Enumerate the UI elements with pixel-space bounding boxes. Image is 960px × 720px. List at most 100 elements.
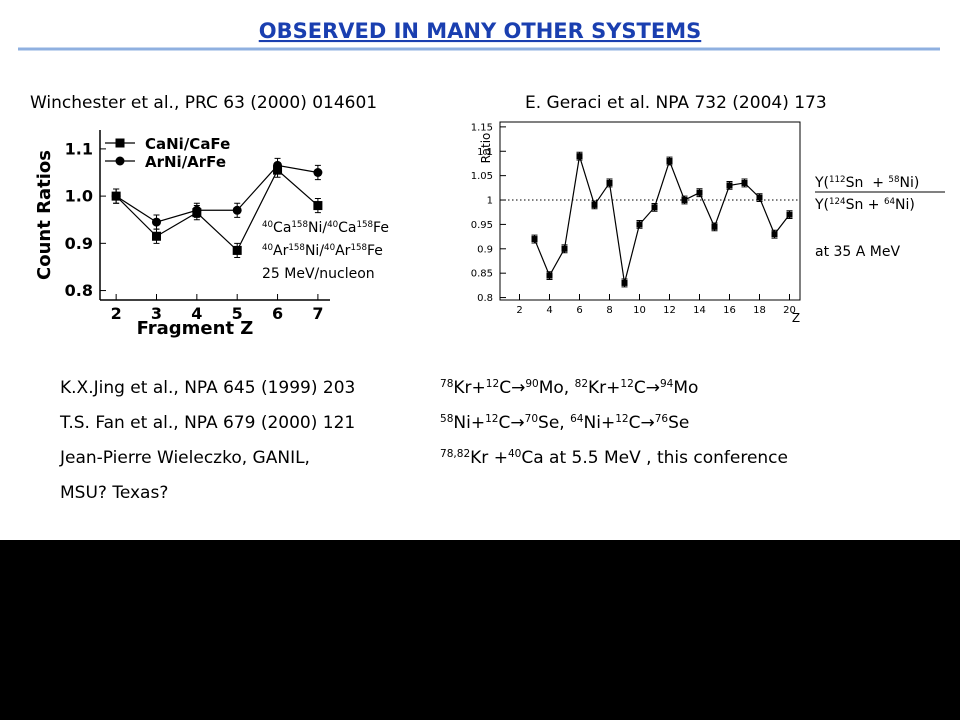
- x-tick-label: 4: [191, 304, 202, 323]
- reference: E. Geraci et al. NPA 732 (2004) 173: [525, 93, 827, 113]
- marker: [591, 201, 598, 208]
- x-tick-label: 6: [272, 304, 283, 323]
- x-tick-label: 12: [663, 305, 676, 316]
- marker: [531, 236, 538, 243]
- text-run: Se: [668, 413, 689, 433]
- marker: [232, 205, 242, 215]
- text-run: Kr +: [470, 448, 508, 468]
- x-tick-label: 10: [633, 305, 646, 316]
- work-reaction: 78Kr+12C→90Mo, 82Kr+12C→94Mo: [440, 378, 698, 398]
- marker: [273, 160, 283, 170]
- marker: [786, 211, 793, 218]
- y-tick-label: 1.1: [65, 139, 93, 158]
- annotation: 25 MeV/nucleon: [262, 266, 375, 282]
- legend-label: CaNi/CaFe: [145, 135, 230, 153]
- text-run: Kr+: [588, 378, 620, 398]
- text-run: 25 MeV/nucleon: [262, 266, 375, 282]
- text-run: Mo,: [539, 378, 575, 398]
- superscript: 58: [440, 413, 453, 425]
- marker: [151, 231, 161, 241]
- marker: [771, 231, 778, 238]
- marker: [151, 217, 161, 227]
- text-run: Sn +: [846, 197, 884, 213]
- superscript: 12: [615, 413, 628, 425]
- work-reaction: 78,82Kr +40Ca at 5.5 MeV , this conferen…: [440, 448, 788, 468]
- marker: [651, 204, 658, 211]
- marker: [621, 279, 628, 286]
- text-run: Ca: [338, 220, 356, 236]
- superscript: 40: [324, 243, 335, 253]
- x-axis-label: Z: [792, 311, 800, 325]
- x-tick-label: 5: [232, 304, 243, 323]
- superscript: 158: [356, 220, 373, 230]
- superscript: 40: [327, 220, 338, 230]
- superscript: 40: [262, 220, 273, 230]
- x-tick-label: 2: [111, 304, 122, 323]
- text-run: Ar: [335, 243, 351, 259]
- marker: [696, 189, 703, 196]
- superscript: 76: [655, 413, 669, 425]
- superscript: 94: [660, 378, 674, 390]
- series-line: [115, 169, 319, 252]
- text-run: Fe: [367, 243, 383, 259]
- marker: [111, 191, 121, 201]
- x-tick-label: 7: [312, 304, 323, 323]
- reference: Winchester et al., PRC 63 (2000) 014601: [30, 93, 377, 113]
- marker: [232, 245, 242, 255]
- y-tick-label: 1.05: [471, 171, 493, 182]
- superscript: 158: [350, 243, 367, 253]
- x-tick-label: 2: [516, 305, 522, 316]
- marker: [711, 223, 718, 230]
- slide-content: OBSERVED IN MANY OTHER SYSTEMS Wincheste…: [18, 19, 945, 503]
- x-tick-label: 3: [151, 304, 162, 323]
- marker: [741, 179, 748, 186]
- superscript: 70: [525, 413, 538, 425]
- text-run: C→: [499, 413, 525, 433]
- ratio-numerator: Y(112Sn + 58Ni): [814, 175, 919, 191]
- x-tick-label: 16: [723, 305, 736, 316]
- y-tick-label: 0.8: [477, 293, 493, 304]
- x-tick-label: 6: [576, 305, 582, 316]
- marker: [561, 245, 568, 252]
- text-run: Mo: [673, 378, 698, 398]
- y-tick-label: 1: [487, 196, 493, 207]
- text-run: C→: [499, 378, 525, 398]
- black-band: [0, 540, 960, 720]
- marker: [636, 221, 643, 228]
- text-run: Se,: [538, 413, 570, 433]
- plot-frame: [499, 121, 801, 301]
- text-run: Ar: [273, 243, 289, 259]
- text-run: Kr+: [453, 378, 485, 398]
- text-run: C→: [629, 413, 655, 433]
- marker: [115, 156, 125, 166]
- ratio-denominator: Y(124Sn + 64Ni): [814, 197, 915, 213]
- work-reaction: 58Ni+12C→70Se, 64Ni+12C→76Se: [440, 413, 689, 433]
- x-tick-label: 18: [753, 305, 766, 316]
- superscript: 58: [888, 175, 899, 185]
- y-tick-label: 1.1: [477, 147, 493, 158]
- superscript: 64: [884, 197, 896, 207]
- y-tick-label: 1.0: [65, 187, 93, 206]
- y-tick-label: 1.15: [471, 122, 493, 133]
- text-run: Ni/: [308, 220, 327, 236]
- work-source: MSU? Texas?: [60, 483, 168, 503]
- superscript: 78,82: [440, 448, 470, 460]
- superscript: 158: [291, 220, 308, 230]
- y-tick-label: 0.95: [471, 220, 493, 231]
- superscript: 124: [829, 197, 846, 207]
- annotation: 40Ar158Ni/40Ar158Fe: [262, 243, 383, 259]
- y-tick-label: 0.8: [65, 281, 93, 300]
- annotation: 40Ca158Ni/40Ca158Fe: [262, 220, 389, 236]
- slide-title: OBSERVED IN MANY OTHER SYSTEMS: [259, 19, 702, 43]
- text-run: Ca at 5.5 MeV , this conference: [521, 448, 788, 468]
- marker: [576, 153, 583, 160]
- text-run: Ni): [899, 175, 919, 191]
- marker: [681, 197, 688, 204]
- legend-label: ArNi/ArFe: [145, 153, 226, 171]
- text-run: Ca: [273, 220, 291, 236]
- marker: [726, 182, 733, 189]
- superscript: 112: [829, 175, 846, 185]
- work-source: T.S. Fan et al., NPA 679 (2000) 121: [59, 413, 355, 433]
- y-tick-label: 0.9: [477, 244, 493, 255]
- superscript: 158: [288, 243, 305, 253]
